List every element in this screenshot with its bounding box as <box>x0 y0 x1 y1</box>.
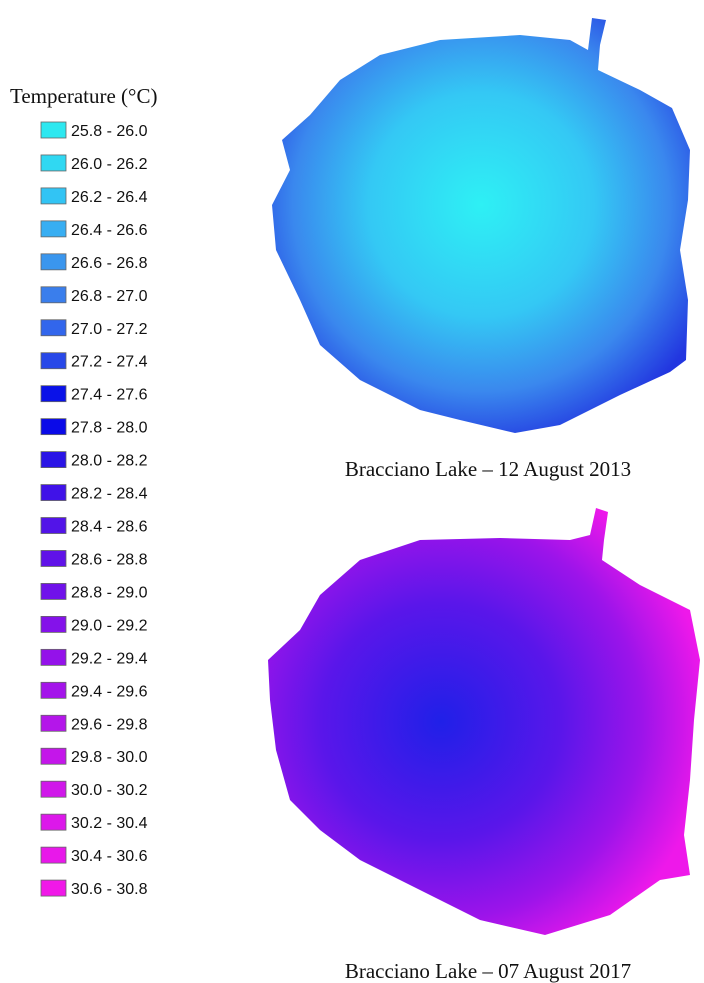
legend-label: 27.4 - 27.6 <box>71 387 148 404</box>
legend-swatch <box>41 847 66 863</box>
legend-swatch <box>41 419 66 435</box>
legend-label: 29.4 - 29.6 <box>71 683 148 700</box>
legend-label: 25.8 - 26.0 <box>71 123 148 140</box>
legend-swatch <box>41 682 66 698</box>
legend-label: 26.8 - 27.0 <box>71 288 148 305</box>
legend-swatch <box>41 518 66 534</box>
legend-label: 28.0 - 28.2 <box>71 453 148 470</box>
legend-swatch <box>41 616 66 632</box>
legend-swatch <box>41 583 66 599</box>
legend-label: 28.2 - 28.4 <box>71 486 148 503</box>
legend-swatch <box>41 254 66 270</box>
legend-swatch <box>41 122 66 138</box>
legend-label: 27.0 - 27.2 <box>71 321 148 338</box>
legend-title: Temperature (°C) <box>10 84 157 108</box>
legend-swatch <box>41 155 66 171</box>
legend-label: 29.6 - 29.8 <box>71 716 148 733</box>
figure-canvas: Temperature (°C) 25.8 - 26.026.0 - 26.22… <box>0 0 704 983</box>
legend-label: 28.8 - 29.0 <box>71 584 148 601</box>
legend-label: 26.0 - 26.2 <box>71 156 148 173</box>
legend-swatch <box>41 221 66 237</box>
legend-swatch <box>41 781 66 797</box>
legend-swatch <box>41 287 66 303</box>
legend-swatch <box>41 748 66 764</box>
legend-swatch <box>41 485 66 501</box>
legend-swatch <box>41 188 66 204</box>
legend-label: 30.4 - 30.6 <box>71 848 148 865</box>
legend-swatch <box>41 880 66 896</box>
legend-label: 30.0 - 30.2 <box>71 782 148 799</box>
legend-swatch <box>41 353 66 369</box>
legend-swatch <box>41 320 66 336</box>
legend-label: 29.8 - 30.0 <box>71 749 148 766</box>
legend-swatch <box>41 715 66 731</box>
legend-label: 29.2 - 29.4 <box>71 650 148 667</box>
legend-label: 29.0 - 29.2 <box>71 617 148 634</box>
legend-label: 28.4 - 28.6 <box>71 519 148 536</box>
legend-label: 26.6 - 26.8 <box>71 255 148 272</box>
lake-map-2013 <box>272 18 690 433</box>
legend-label: 30.6 - 30.8 <box>71 881 148 898</box>
legend-swatch <box>41 649 66 665</box>
legend-label: 27.8 - 28.0 <box>71 420 148 437</box>
figure: Temperature (°C) 25.8 - 26.026.0 - 26.22… <box>0 0 704 983</box>
legend-label: 28.6 - 28.8 <box>71 551 148 568</box>
legend-label: 30.2 - 30.4 <box>71 815 148 832</box>
legend-label: 26.2 - 26.4 <box>71 189 148 206</box>
map-caption: Bracciano Lake – 12 August 2013 <box>345 457 631 481</box>
legend-label: 26.4 - 26.6 <box>71 222 148 239</box>
legend-label: 27.2 - 27.4 <box>71 354 148 371</box>
legend-swatch <box>41 550 66 566</box>
map-caption: Bracciano Lake – 07 August 2017 <box>345 959 631 983</box>
lake-map-2017 <box>268 508 700 935</box>
legend-swatch <box>41 814 66 830</box>
legend-swatch <box>41 386 66 402</box>
legend-swatch <box>41 452 66 468</box>
legend: 25.8 - 26.0 26.0 - 26.2 26.2 - 26.4 26.4 - … <box>41 122 148 898</box>
